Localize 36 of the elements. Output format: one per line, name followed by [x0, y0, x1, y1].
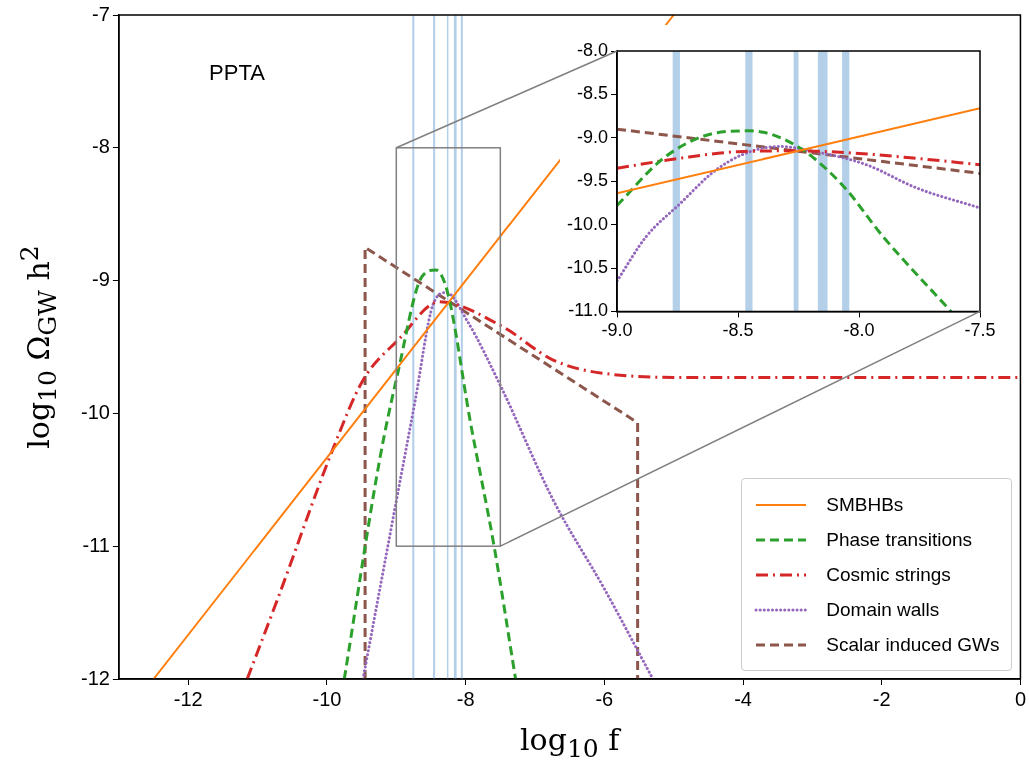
line-series: [342, 268, 518, 679]
y-tick-label: -9.0: [577, 126, 609, 147]
line-series: [617, 129, 953, 312]
legend-label: Scalar induced GWs: [826, 633, 1000, 656]
y-tick-label: -11: [82, 533, 110, 556]
y-tick-label: -11.0: [568, 300, 609, 321]
legend-label: SMBHBs: [826, 493, 904, 516]
x-tick-label: -10: [312, 687, 342, 710]
x-tick-label: -8.0: [843, 320, 875, 341]
line-series: [617, 149, 980, 170]
x-tick-label: -2: [872, 687, 891, 710]
annotation: PPTA: [209, 60, 266, 86]
y-tick-label: -8.5: [577, 83, 609, 104]
legend-label: Cosmic strings: [826, 563, 951, 586]
x-tick-label: -12: [173, 687, 203, 710]
line-series: [361, 291, 655, 679]
legend-label: Domain walls: [826, 598, 940, 621]
line-series: [617, 144, 980, 283]
y-tick-label: -12: [81, 666, 110, 689]
x-tick-label: 0: [1014, 687, 1026, 710]
y-tick-label: -9: [92, 268, 110, 291]
x-tick-label: -8.5: [722, 320, 754, 341]
y-tick-label: -10: [81, 400, 110, 423]
x-tick-label: -8: [456, 687, 475, 710]
x-tick-label: -7.5: [964, 320, 996, 341]
y-tick-label: -8.0: [577, 39, 609, 60]
y-tick-label: -9.5: [577, 170, 609, 191]
y-tick-label: -10.0: [567, 213, 609, 234]
x-axis-title: log$_{10}$ f: [519, 722, 623, 763]
legend-label: Phase transitions: [826, 528, 973, 551]
y-tick-label: -8: [92, 135, 110, 158]
y-tick-label: -7: [92, 2, 110, 25]
x-tick-label: -6: [595, 687, 614, 710]
y-tick-label: -10.5: [567, 256, 609, 277]
x-tick-label: -4: [734, 687, 752, 710]
x-tick-label: -9.0: [601, 320, 633, 341]
